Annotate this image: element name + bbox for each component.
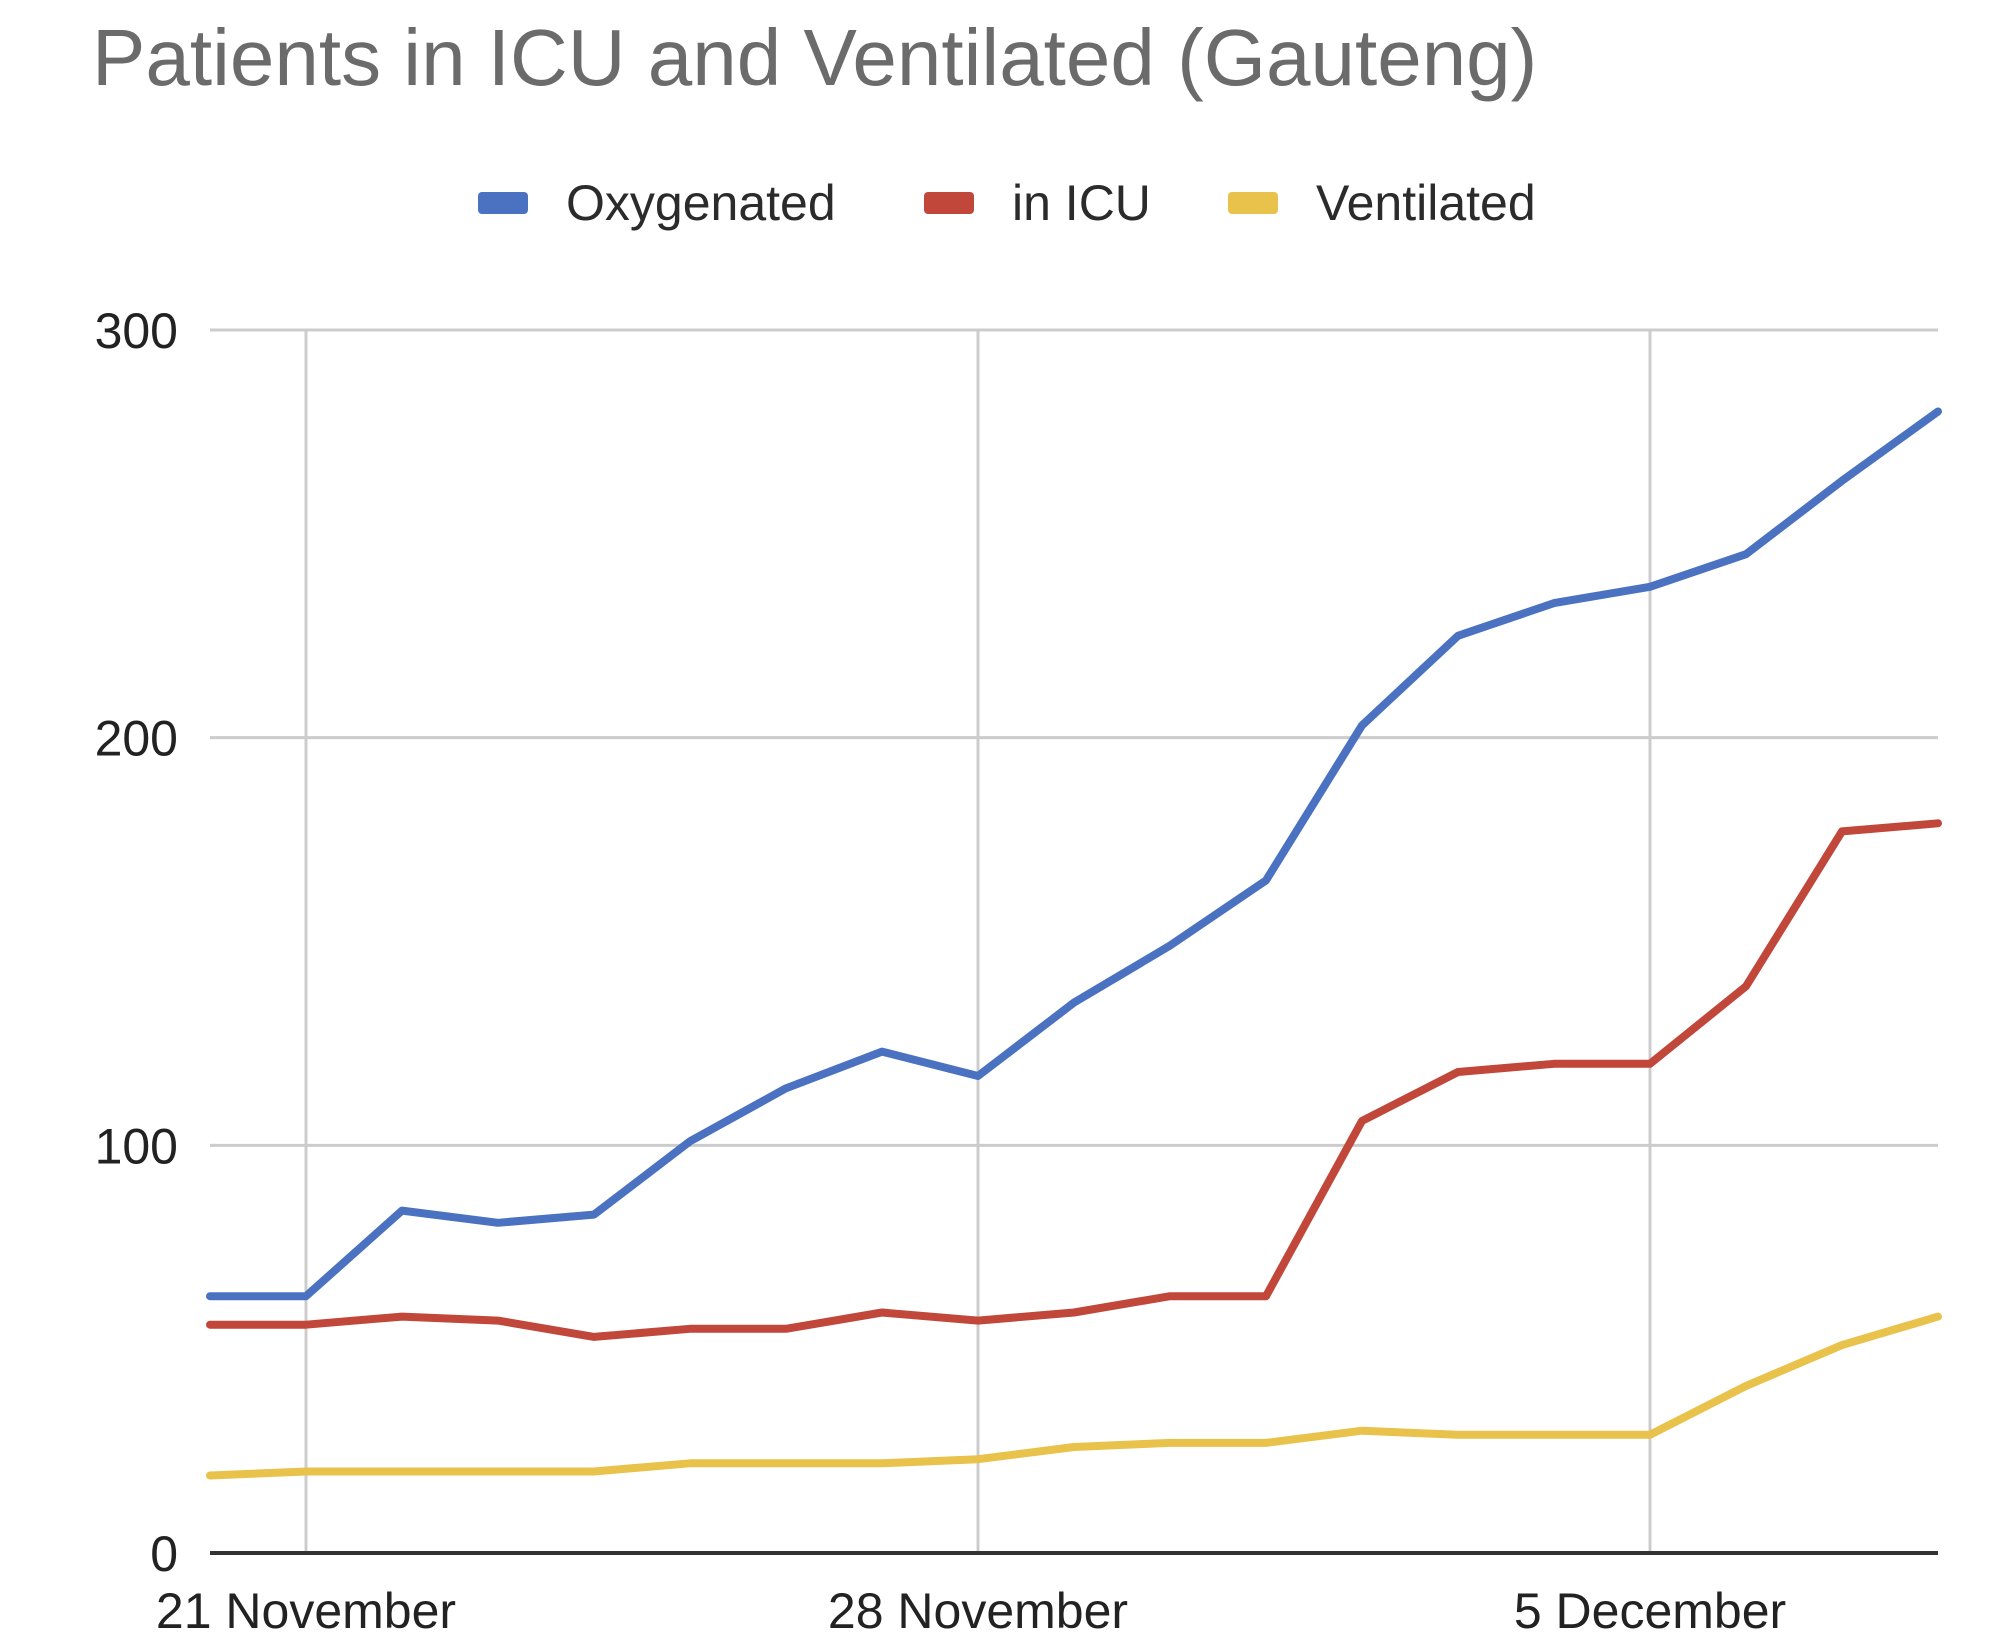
data-point-in-icu <box>1072 1310 1076 1315</box>
legend-label: in ICU <box>1012 175 1151 231</box>
data-point-oxygenated <box>1744 552 1748 557</box>
data-point-oxygenated <box>1936 409 1940 414</box>
data-point-oxygenated <box>496 1220 500 1225</box>
data-point-oxygenated <box>976 1074 980 1079</box>
series-line-in-icu <box>206 819 1942 1341</box>
data-point-ventilated <box>1648 1432 1652 1437</box>
data-point-in-icu <box>400 1314 404 1319</box>
data-point-ventilated <box>880 1461 884 1466</box>
data-point-oxygenated <box>304 1294 308 1299</box>
data-point-in-icu <box>1264 1294 1268 1299</box>
data-point-in-icu <box>976 1318 980 1323</box>
data-point-ventilated <box>1936 1314 1940 1319</box>
data-point-oxygenated <box>1648 584 1652 589</box>
data-point-in-icu <box>1648 1061 1652 1066</box>
data-point-oxygenated <box>400 1208 404 1213</box>
y-tick-label: 0 <box>150 1526 178 1582</box>
data-point-oxygenated <box>1456 633 1460 638</box>
data-point-ventilated <box>304 1469 308 1474</box>
data-point-oxygenated <box>1552 601 1556 606</box>
data-point-oxygenated <box>1264 878 1268 883</box>
chart-title: Patients in ICU and Ventilated (Gauteng) <box>92 13 1538 102</box>
data-point-in-icu <box>496 1318 500 1323</box>
data-point-in-icu <box>1360 1118 1364 1123</box>
y-tick-label: 300 <box>95 303 178 359</box>
data-point-ventilated <box>1264 1440 1268 1445</box>
data-point-oxygenated <box>784 1086 788 1091</box>
legend: Oxygenated in ICU Ventilated <box>0 168 2000 238</box>
legend-swatch <box>1228 192 1278 214</box>
x-tick-label: 28 November <box>828 1583 1128 1639</box>
data-point-ventilated <box>688 1461 692 1466</box>
data-point-ventilated <box>976 1457 980 1462</box>
data-point-in-icu <box>880 1310 884 1315</box>
data-point-ventilated <box>1744 1383 1748 1388</box>
data-point-in-icu <box>1840 829 1844 834</box>
data-point-oxygenated <box>1168 943 1172 948</box>
data-point-in-icu <box>208 1322 212 1327</box>
data-point-in-icu <box>1744 984 1748 989</box>
legend-label: Ventilated <box>1316 175 1536 231</box>
data-point-oxygenated <box>880 1049 884 1054</box>
data-point-ventilated <box>1072 1445 1076 1450</box>
data-point-oxygenated <box>1072 1000 1076 1005</box>
data-point-ventilated <box>1456 1432 1460 1437</box>
y-tick-label: 200 <box>95 711 178 767</box>
data-point-ventilated <box>592 1469 596 1474</box>
legend-item: in ICU <box>924 168 1151 238</box>
data-point-ventilated <box>1552 1432 1556 1437</box>
data-point-in-icu <box>304 1322 308 1327</box>
x-tick-label: 21 November <box>156 1583 456 1639</box>
data-point-in-icu <box>592 1334 596 1339</box>
data-point-ventilated <box>400 1469 404 1474</box>
series-line-oxygenated <box>206 407 1942 1301</box>
data-point-in-icu <box>1936 821 1940 826</box>
data-point-ventilated <box>1840 1343 1844 1348</box>
data-point-in-icu <box>1552 1061 1556 1066</box>
data-point-oxygenated <box>1360 723 1364 728</box>
data-point-oxygenated <box>688 1139 692 1144</box>
legend-swatch <box>924 192 974 214</box>
data-point-ventilated <box>784 1461 788 1466</box>
data-point-ventilated <box>1360 1428 1364 1433</box>
data-point-oxygenated <box>1840 478 1844 483</box>
legend-item: Oxygenated <box>478 168 836 238</box>
data-point-oxygenated <box>592 1212 596 1217</box>
x-tick-label: 5 December <box>1514 1583 1786 1639</box>
data-point-in-icu <box>1456 1069 1460 1074</box>
data-point-in-icu <box>688 1326 692 1331</box>
data-point-ventilated <box>208 1473 212 1478</box>
data-point-in-icu <box>1168 1294 1172 1299</box>
legend-label: Oxygenated <box>566 175 836 231</box>
legend-swatch <box>478 192 528 214</box>
series-line-ventilated <box>206 1312 1942 1480</box>
legend-item: Ventilated <box>1228 168 1536 238</box>
y-tick-label: 100 <box>95 1118 178 1174</box>
data-point-ventilated <box>1168 1440 1172 1445</box>
data-point-oxygenated <box>208 1294 212 1299</box>
data-point-in-icu <box>784 1326 788 1331</box>
data-point-ventilated <box>496 1469 500 1474</box>
